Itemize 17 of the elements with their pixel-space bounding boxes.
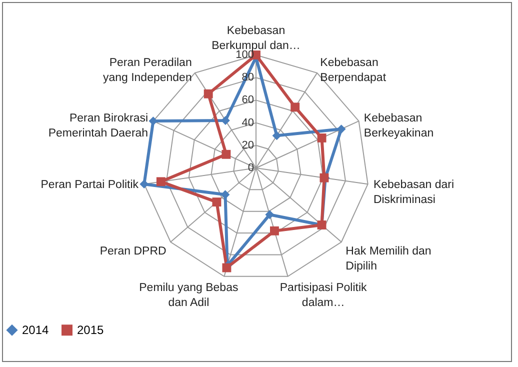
- legend-label: 2014: [22, 323, 50, 338]
- spoke-label: Pemilu yang Bebas dan Adil: [139, 282, 238, 309]
- y-tick-label: 0: [248, 162, 254, 174]
- spoke-label: Peran Partai Politik: [40, 178, 139, 191]
- legend-label: 2015: [77, 323, 104, 338]
- y-tick-label: 40: [242, 116, 254, 129]
- spoke-label: Hak Memilih dan Dipilih: [346, 246, 432, 273]
- spoke-label: Kebebasan Berkeyakinan: [364, 112, 434, 140]
- y-tick-label: 20: [242, 139, 254, 152]
- spoke-label: Peran Peradilan yang Independen: [102, 57, 192, 84]
- spoke-label: Kebebasan Berpendapat: [320, 57, 387, 84]
- spoke-label: Kebebasan dari Diskriminasi: [373, 178, 454, 206]
- spoke-label: Partisipasi Politik dalam…: [280, 282, 368, 309]
- spoke-label: Peran Birokrasi Pemerintah Daerah: [48, 112, 148, 140]
- spoke-label: Kebebasan Berkumpul dan…: [212, 24, 300, 52]
- spoke-label: Peran DPRD: [100, 246, 166, 258]
- y-tick-label: 60: [242, 94, 254, 106]
